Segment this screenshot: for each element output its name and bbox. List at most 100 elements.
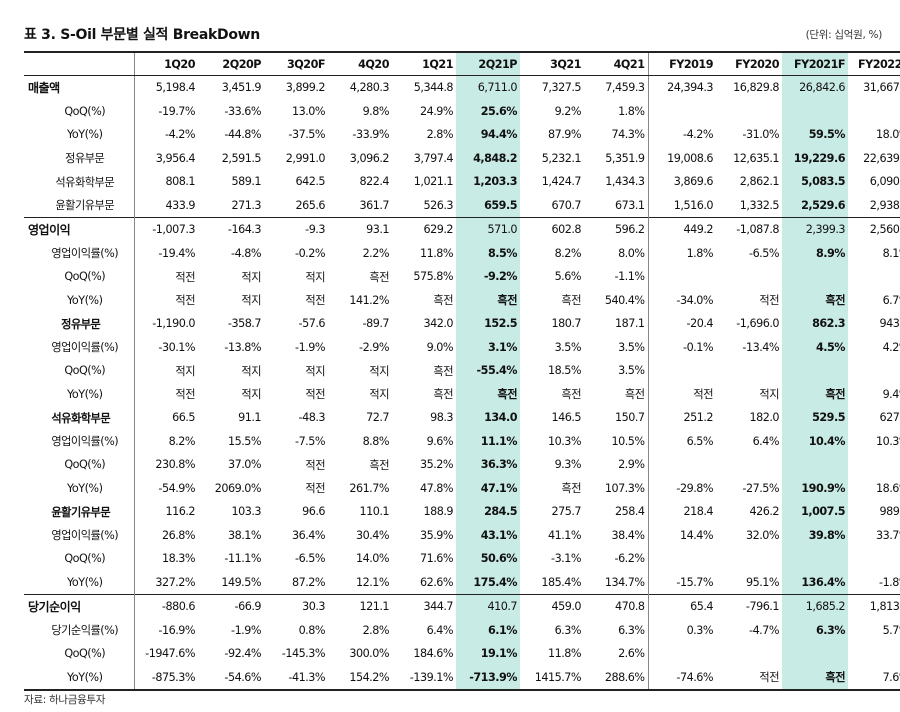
table-cell: 6.7% — [882, 293, 900, 307]
table-cell: 1,203.3 — [456, 170, 520, 194]
header-cell: 2Q20P — [198, 51, 264, 76]
table-row: YoY(%) -875.3% -54.6% -41.3% 154.2% -139.1% -7… — [24, 665, 900, 691]
table-cell: 808.1 — [133, 170, 198, 194]
table-cell: -6.2% — [614, 552, 645, 566]
table-cell — [848, 642, 900, 666]
row-label: QoQ(%) — [64, 104, 106, 118]
table-row: 영업이익 -1,007.3 -164.3 -9.3 93.1 629.2 571.0 602.… — [24, 217, 900, 242]
table-cell: -713.9% — [456, 665, 520, 691]
table-cell: 629.2 — [392, 217, 456, 242]
table-cell: 146.5 — [551, 411, 581, 425]
table-cell: -54.6% — [198, 665, 264, 691]
table-cell: 596.2 — [584, 217, 648, 242]
table-cell: 7.6% — [848, 665, 900, 691]
table-cell: 98.3 — [430, 411, 453, 425]
table-cell: -4.8% — [231, 246, 261, 260]
row-label: QoQ(%) — [64, 458, 106, 472]
table-cell: 10.5% — [611, 434, 645, 448]
table-cell: -66.9 — [198, 594, 264, 619]
row-label: QoQ(%) — [64, 270, 106, 284]
table-cell: -44.8% — [224, 128, 261, 142]
table-cell: 9.3% — [554, 458, 582, 472]
table-title: 표 3. S-Oil 부문별 실적 BreakDown — [24, 27, 260, 43]
table-cell: -139.1% — [392, 665, 456, 691]
table-cell: 602.8 — [520, 217, 584, 242]
table-cell: 8.2% — [133, 429, 198, 453]
table-cell: 16,829.8 — [716, 75, 782, 100]
table-cell: 1,685.2 — [782, 594, 848, 619]
table-cell: 41.1% — [547, 528, 582, 542]
table-cell: 11.1% — [456, 429, 520, 453]
table-cell: 6,711.0 — [456, 75, 520, 100]
table-cell: 862.3 — [782, 312, 848, 336]
table-cell: -0.2% — [295, 246, 325, 260]
table-cell: -19.7% — [133, 99, 198, 123]
table-cell: 18.6% — [875, 481, 900, 495]
table-cell: -1,007.3 — [133, 217, 198, 242]
row-label: 영업이익률(%) — [51, 341, 119, 355]
table-cell: 적전 — [647, 382, 716, 406]
table-cell: 35.9% — [419, 528, 454, 542]
table-cell: 410.7 — [456, 594, 520, 619]
table-cell: 7,327.5 — [520, 75, 584, 100]
table-cell: 87.9% — [547, 128, 582, 142]
row-label: YoY(%) — [67, 481, 103, 495]
table-cell: -880.6 — [133, 594, 198, 619]
table-cell: 2.8% — [426, 128, 454, 142]
table-cell: 107.3% — [604, 481, 645, 495]
table-cell: 184.6% — [413, 647, 453, 661]
table-cell: 6.1% — [456, 618, 520, 642]
table-row: 당기순익률(%) -16.9% -1.9% 0.8% 2.8% 6.4% 6.1% 6.3% 6… — [24, 618, 900, 642]
table-cell: 흑전 — [561, 388, 581, 402]
table-cell: 529.5 — [782, 406, 848, 430]
table-cell: 1,007.5 — [782, 500, 848, 524]
table-row: 석유화학부문 66.5 91.1 -48.3 72.7 98.3 134.0 146.5 150… — [24, 406, 900, 430]
table-cell — [782, 453, 848, 477]
table-row: 영업이익률(%) 26.8% 38.1% 36.4% 30.4% 35.9% 43.1% 41… — [24, 523, 900, 547]
table-cell: 적전 — [759, 294, 779, 308]
table-cell: 38.4% — [611, 528, 645, 542]
table-cell: 흑전 — [561, 482, 581, 496]
table-cell: -1.8% — [879, 575, 900, 589]
table-cell: 적지 — [241, 388, 261, 402]
table-cell: 9.2% — [554, 104, 582, 118]
table-cell: 5,198.4 — [133, 75, 198, 100]
table-cell: 38.1% — [227, 528, 262, 542]
table-cell: 31,667.8 — [848, 75, 900, 100]
table-cell: 103.3 — [231, 505, 261, 519]
table-cell: 43.1% — [456, 523, 520, 547]
table-row: QoQ(%) 230.8% 37.0% 적전 흑전 35.2% 36.3% 9.3% 2.9% — [24, 453, 900, 477]
table-cell: 32.0% — [745, 528, 780, 542]
header-cell: 4Q20 — [328, 51, 392, 76]
table-cell: -29.8% — [647, 476, 716, 500]
table-cell: -1.9% — [295, 340, 325, 354]
table-cell: 25.6% — [456, 99, 520, 123]
table-cell: -6.5% — [749, 246, 779, 260]
table-cell: 540.4% — [604, 293, 645, 307]
table-cell: -3.1% — [551, 552, 581, 566]
table-cell: 642.5 — [295, 175, 325, 189]
table-cell: 4.2% — [882, 340, 900, 354]
table-cell: -19.4% — [133, 241, 198, 265]
table-row: YoY(%) -54.9% 2069.0% 적전 261.7% 47.8% 47.1% 흑전 1… — [24, 476, 900, 500]
table-row: 영업이익률(%) -19.4% -4.8% -0.2% 2.2% 11.8% 8.5% 8.2… — [24, 241, 900, 265]
table-cell — [647, 265, 716, 289]
table-cell: 8.9% — [782, 241, 848, 265]
header-cell: 3Q21 — [520, 51, 584, 76]
table-cell: 10.3% — [875, 434, 900, 448]
table-cell: 19,008.6 — [647, 146, 716, 170]
table-cell: 1,813.2 — [848, 594, 900, 619]
table-cell: 1,434.3 — [605, 175, 645, 189]
table-cell: 175.4% — [456, 570, 520, 595]
table-cell: -358.7 — [227, 317, 262, 331]
table-cell: 5,344.8 — [392, 75, 456, 100]
unit-note: (단위: 십억원, %) — [805, 29, 883, 41]
table-cell: 72.7 — [366, 411, 389, 425]
breakdown-table: 1Q20 2Q20P 3Q20F 4Q20 1Q21 2Q21P 3Q21 4Q21 FY201… — [24, 51, 900, 691]
row-label: 석유화학부문 — [55, 175, 115, 189]
table-cell: -1,087.8 — [716, 217, 782, 242]
table-cell: -20.4 — [647, 312, 716, 336]
table-cell: 575.8% — [413, 270, 453, 284]
row-label: 정유부문 — [61, 317, 101, 331]
table-cell: 188.9 — [423, 505, 453, 519]
